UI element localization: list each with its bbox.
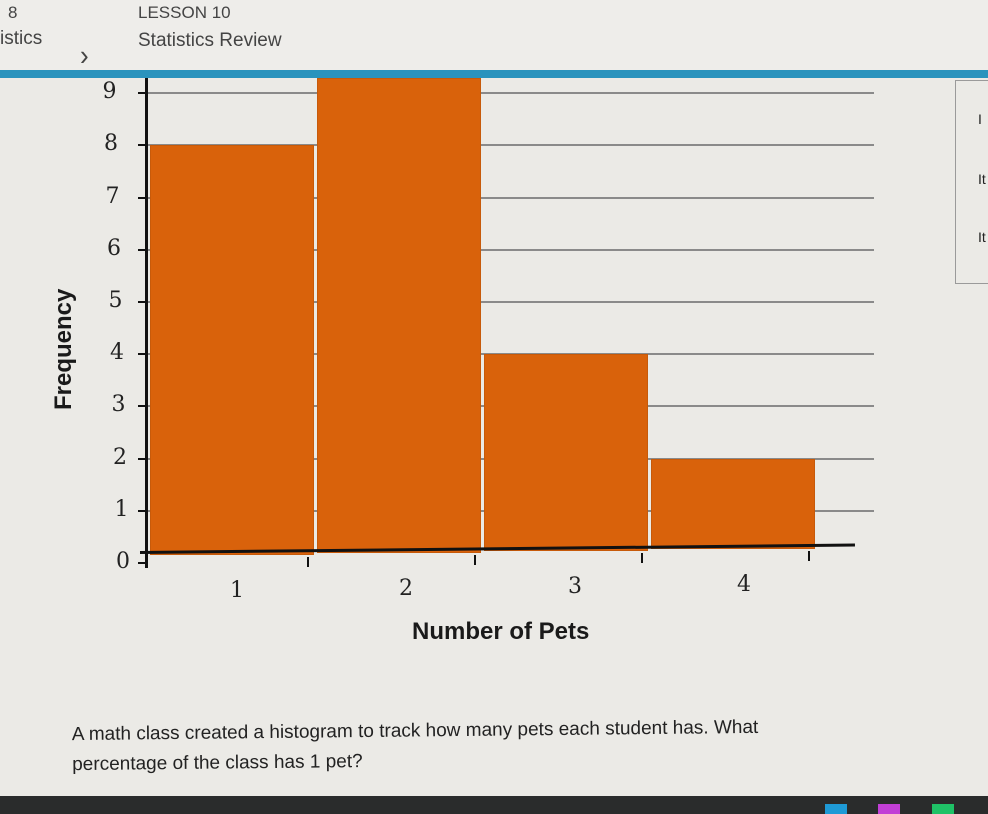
y-tick-mark [138,248,148,251]
y-tick-mark [138,196,148,199]
y-tick-mark [138,301,148,303]
question-text: A math class created a histogram to trac… [71,716,759,776]
app-icon-magenta[interactable] [878,804,900,814]
y-tick-label: 0 [116,549,130,574]
unit-label: 8 [8,3,18,22]
gridline [148,248,874,251]
y-tick-mark [138,144,148,147]
y-tick-mark [138,457,148,460]
y-tick-label: 1 [114,496,129,522]
breadcrumb-lesson[interactable]: LESSON 10 Statistics Review [138,2,282,52]
x-tick-label: 2 [399,576,413,601]
y-tick-label: 3 [111,392,126,418]
y-tick-mark [138,353,148,356]
y-tick-label: 8 [104,131,118,157]
x-axis-label: Number of Pets [412,618,590,645]
gridline [148,196,874,199]
x-tick-label: 4 [737,572,751,597]
gridline [148,144,874,147]
side-panel-item: I [978,111,982,127]
lesson-title: Statistics Review [138,30,282,51]
histogram-bar [651,458,815,549]
x-tick-label: 1 [230,578,244,603]
header-accent-band [0,70,988,78]
x-tick-mark [474,555,476,565]
y-tick-label: 9 [102,79,117,105]
x-tick-mark [808,551,810,561]
breadcrumb-unit[interactable]: 8 istics [0,2,42,50]
gridline [148,92,874,95]
lesson-header: 8 istics › LESSON 10 Statistics Review [0,0,988,72]
unit-title: istics [0,28,43,49]
y-tick-label: 2 [113,444,127,470]
y-tick-label: 7 [105,183,120,209]
histogram-bar [484,354,648,551]
y-axis [145,78,148,568]
x-tick-label: 3 [568,574,582,599]
side-panel-item: It [978,229,986,245]
y-tick-label: 5 [108,288,123,313]
x-tick-mark [641,553,643,563]
y-tick-label: 4 [110,340,124,366]
app-icon-blue[interactable] [825,804,847,814]
taskbar [0,796,988,814]
histogram-bar [317,78,481,553]
x-tick-mark [307,557,309,567]
lesson-label: LESSON 10 [138,3,231,22]
side-panel[interactable]: I It It [955,80,988,284]
gridline [148,301,874,303]
y-tick-mark [138,562,148,564]
y-tick-mark [138,405,148,408]
y-tick-label: 6 [107,235,121,261]
y-tick-mark [138,92,148,95]
y-tick-mark [138,509,148,512]
chevron-right-icon: › [80,38,89,72]
app-icon-green[interactable] [932,804,954,814]
side-panel-item: It [978,171,986,187]
histogram-bar [150,145,314,555]
